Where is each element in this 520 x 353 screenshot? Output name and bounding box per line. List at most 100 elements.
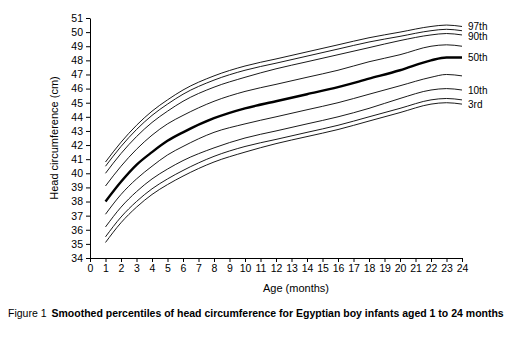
y-tick-label: 44 <box>71 111 83 123</box>
y-tick: 41 <box>71 153 90 165</box>
x-tick: 22 <box>426 258 438 274</box>
series-labels: 97th90th50th10th3rd <box>468 21 487 110</box>
x-tick: 4 <box>150 258 156 274</box>
y-tick-mark <box>86 173 90 174</box>
x-tick: 5 <box>165 258 171 274</box>
x-tick-label: 10 <box>240 262 252 274</box>
x-tick: 15 <box>317 258 329 274</box>
series-label: 90th <box>468 31 487 42</box>
y-tick: 40 <box>71 167 90 179</box>
y-tick-label: 37 <box>71 210 83 222</box>
x-tick-label: 11 <box>256 262 267 274</box>
x-tick-mark <box>90 258 91 262</box>
x-tick-mark <box>183 258 184 262</box>
x-tick: 23 <box>441 258 453 274</box>
x-tick: 1 <box>103 258 109 274</box>
y-tick: 47 <box>71 68 90 80</box>
y-tick: 39 <box>71 181 90 193</box>
x-tick-mark <box>199 258 200 262</box>
y-tick-mark <box>86 103 90 104</box>
x-tick-label: 18 <box>364 262 376 274</box>
y-tick-mark <box>86 258 90 259</box>
y-tick: 35 <box>71 238 90 250</box>
y-tick-label: 51 <box>71 12 83 24</box>
x-tick-mark <box>276 258 277 262</box>
x-tick-mark <box>307 258 308 262</box>
y-tick: 46 <box>71 82 90 94</box>
caption-title: Smoothed percentiles of head circumferen… <box>52 307 504 319</box>
y-tick-label: 40 <box>71 167 83 179</box>
x-tick-mark <box>106 258 107 262</box>
y-tick-label: 39 <box>71 181 83 193</box>
y-tick-mark <box>86 216 90 217</box>
x-tick-mark <box>338 258 339 262</box>
x-tick: 6 <box>181 258 187 274</box>
y-tick-label: 48 <box>71 54 83 66</box>
x-tick-label: 8 <box>212 262 218 274</box>
x-axis: 0123456789101112131415161718192021222324 <box>88 258 469 274</box>
series-label: 10th <box>468 85 487 96</box>
x-tick-label: 17 <box>348 262 360 274</box>
x-tick-mark <box>137 258 138 262</box>
x-tick-label: 9 <box>227 262 233 274</box>
x-tick-mark <box>245 258 246 262</box>
x-tick-mark <box>369 258 370 262</box>
x-tick: 18 <box>364 258 376 274</box>
x-tick-mark <box>416 258 417 262</box>
x-tick: 8 <box>212 258 218 274</box>
series-label: 3rd <box>468 99 482 110</box>
y-tick-label: 45 <box>71 97 83 109</box>
x-tick-label: 5 <box>165 262 171 274</box>
y-axis-title: Head circumference (cm) <box>48 76 60 199</box>
x-tick: 3 <box>134 258 140 274</box>
x-tick: 12 <box>271 258 283 274</box>
y-tick-mark <box>86 46 90 47</box>
x-tick-label: 19 <box>379 262 391 274</box>
x-tick-label: 6 <box>181 262 187 274</box>
x-tick-mark <box>462 258 463 262</box>
y-tick-mark <box>86 244 90 245</box>
x-tick-label: 22 <box>426 262 438 274</box>
x-tick-mark <box>323 258 324 262</box>
x-tick-label: 20 <box>395 262 407 274</box>
x-tick-label: 1 <box>103 262 109 274</box>
x-tick: 21 <box>410 258 422 274</box>
y-tick-mark <box>86 159 90 160</box>
x-tick-mark <box>168 258 169 262</box>
x-tick: 0 <box>88 258 94 274</box>
x-tick-label: 14 <box>302 262 314 274</box>
y-tick-mark <box>86 32 90 33</box>
x-tick-label: 4 <box>150 262 156 274</box>
x-tick-mark <box>230 258 231 262</box>
y-tick-label: 47 <box>71 68 83 80</box>
x-tick-mark <box>354 258 355 262</box>
lines <box>106 25 463 242</box>
y-tick-label: 43 <box>71 125 83 137</box>
x-tick: 19 <box>379 258 391 274</box>
y-tick-mark <box>86 145 90 146</box>
x-tick: 16 <box>333 258 345 274</box>
x-tick-mark <box>385 258 386 262</box>
y-tick-label: 35 <box>71 238 83 250</box>
percentile-line <box>106 98 463 236</box>
y-tick: 36 <box>71 224 90 236</box>
x-tick: 24 <box>457 258 469 274</box>
x-tick-mark <box>447 258 448 262</box>
y-tick-label: 36 <box>71 224 83 236</box>
x-tick-mark <box>400 258 401 262</box>
y-tick-label: 34 <box>71 252 83 264</box>
y-tick-label: 42 <box>71 139 83 151</box>
x-tick-mark <box>431 258 432 262</box>
x-tick: 7 <box>196 258 202 274</box>
x-tick: 20 <box>395 258 407 274</box>
x-tick-label: 16 <box>333 262 345 274</box>
y-tick-mark <box>86 230 90 231</box>
y-tick-mark <box>86 89 90 90</box>
x-tick-mark <box>261 258 262 262</box>
y-tick: 38 <box>71 195 90 207</box>
x-tick-label: 13 <box>286 262 298 274</box>
series-label: 50th <box>468 52 487 63</box>
y-tick-label: 38 <box>71 195 83 207</box>
y-tick-mark <box>86 74 90 75</box>
x-tick-label: 15 <box>317 262 329 274</box>
